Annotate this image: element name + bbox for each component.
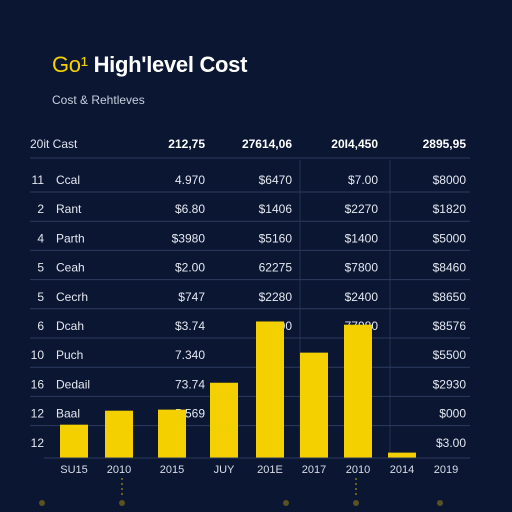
- table-cell: $8460: [433, 261, 467, 275]
- table-cell: $3.00: [436, 436, 466, 450]
- bar: [388, 452, 416, 458]
- bar: [256, 321, 284, 458]
- table-cell: $5160: [259, 231, 293, 245]
- table-cell: $1400: [345, 231, 379, 245]
- bar: [210, 382, 238, 458]
- table-cell: $2.00: [175, 261, 205, 275]
- row-label: Parth: [56, 231, 85, 245]
- row-label: Ccal: [56, 173, 80, 187]
- bar: [344, 324, 372, 458]
- row-number: 5: [37, 290, 44, 304]
- bar: [300, 352, 328, 458]
- x-tick-label: 201E: [257, 464, 283, 476]
- row-label: Dcah: [56, 319, 84, 333]
- table-cell: $000: [439, 407, 466, 421]
- table-cell: $2270: [345, 202, 379, 216]
- row-number: 11: [32, 173, 45, 187]
- table-cell: 62275: [259, 261, 293, 275]
- table-cell: $3.74: [175, 319, 205, 333]
- bar: [105, 410, 133, 458]
- table-header-label: 20it Cast: [30, 137, 78, 151]
- table-cell: $2400: [345, 290, 379, 304]
- table-cell: $8576: [433, 319, 467, 333]
- row-number: 5: [37, 261, 44, 275]
- table-header-value: 212,75: [168, 137, 205, 151]
- table-cell: 73.74: [175, 377, 205, 391]
- row-label: Rant: [56, 202, 82, 216]
- title-main: High'level Cost: [93, 52, 248, 77]
- bar: [60, 424, 88, 458]
- table-cell: $5000: [433, 231, 467, 245]
- table-cell: $6470: [259, 173, 293, 187]
- table-cell: $5500: [433, 348, 467, 362]
- x-tick-label: 2014: [390, 464, 414, 476]
- row-label: Cecrh: [56, 290, 88, 304]
- table-header-value: 27614,06: [242, 137, 292, 151]
- row-number: 6: [37, 319, 44, 333]
- x-tick-label: 2017: [302, 464, 326, 476]
- x-tick-label: JUY: [214, 464, 235, 476]
- x-tick-label: 2019: [434, 464, 458, 476]
- row-number: 4: [37, 231, 44, 245]
- table-cell: 4.970: [175, 173, 205, 187]
- row-label: Puch: [56, 348, 83, 362]
- table-cell: $2930: [433, 377, 467, 391]
- bar: [158, 409, 186, 458]
- footer-dot: [437, 500, 443, 506]
- row-label: Dedail: [56, 377, 90, 391]
- table-cell: $6.80: [175, 202, 205, 216]
- table-cell: $7.00: [348, 173, 378, 187]
- table-cell: $1820: [433, 202, 467, 216]
- x-tick-label: SU15: [60, 464, 88, 476]
- footer-dot: [283, 500, 289, 506]
- title-accent: Go¹: [52, 52, 88, 77]
- row-number: 12: [31, 436, 45, 450]
- table-cell: $747: [178, 290, 205, 304]
- row-number: 12: [31, 407, 45, 421]
- table-cell: $3980: [172, 231, 206, 245]
- row-label: Ceah: [56, 261, 85, 275]
- row-label: Baal: [56, 407, 80, 421]
- table-cell: $1406: [259, 202, 293, 216]
- footer-dot: [119, 500, 125, 506]
- row-number: 10: [31, 348, 45, 362]
- x-tick-label: 2010: [346, 464, 370, 476]
- table-header-value: 20I4,450: [331, 137, 378, 151]
- row-number: 2: [37, 202, 44, 216]
- chart-subtitle: Cost & Rehtleves: [52, 93, 145, 107]
- footer-dot: [39, 500, 45, 506]
- table-cell: $2280: [259, 290, 293, 304]
- row-number: 16: [31, 377, 45, 391]
- table-cell: $8000: [433, 173, 467, 187]
- table-cell: 7.340: [175, 348, 205, 362]
- table-header-value: 2895,95: [423, 137, 467, 151]
- table-cell: $8650: [433, 290, 467, 304]
- chart-title: Go¹ High'level Cost: [52, 52, 247, 78]
- x-tick-label: 2015: [160, 464, 184, 476]
- footer-dot: [353, 500, 359, 506]
- table-cell: $7800: [345, 261, 379, 275]
- x-tick-label: 2010: [107, 464, 131, 476]
